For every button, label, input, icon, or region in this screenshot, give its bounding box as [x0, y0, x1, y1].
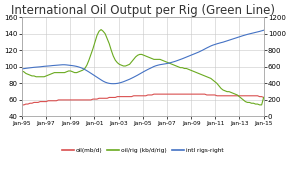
Title: International Oil Output per Rig (Green Line): International Oil Output per Rig (Green … [11, 4, 275, 17]
Legend: oil(mb/d), oil/rig (kb/d/rig), intl rigs-right: oil(mb/d), oil/rig (kb/d/rig), intl rigs… [60, 145, 226, 155]
